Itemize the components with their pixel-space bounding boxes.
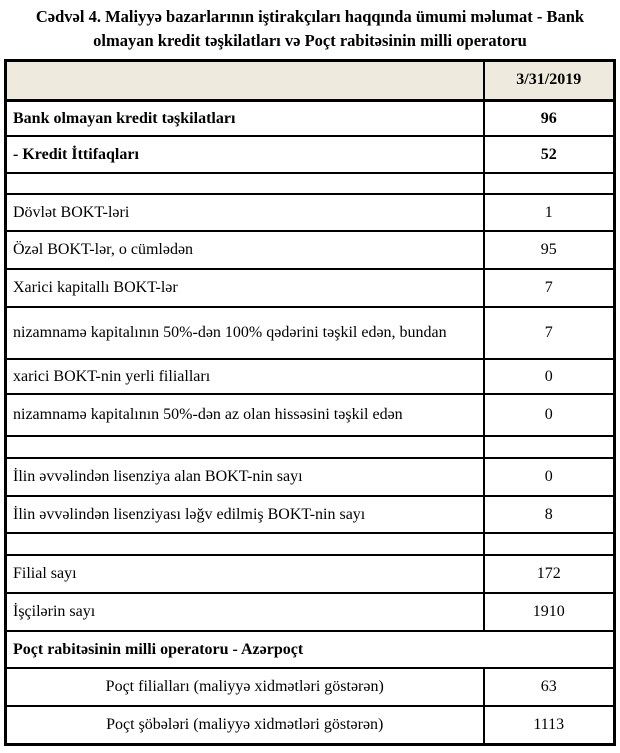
row-value — [482, 172, 616, 196]
row-label: - Kredit İttifaqları — [4, 135, 485, 175]
row-value: 0 — [482, 457, 616, 498]
table-row: İşçilərin sayı 1910 — [4, 592, 616, 633]
row-label — [4, 435, 485, 460]
row-label — [4, 532, 485, 557]
row-label: nizamnamə kapitalının 50%-dən az olan hi… — [4, 393, 485, 438]
empty-row — [4, 532, 616, 557]
section-row: Poçt rabitəsinin milli operatoru - Azərp… — [4, 630, 616, 670]
row-value: 1910 — [482, 592, 616, 633]
row-label: Poçt filialları (maliyyə xidmətləri göst… — [4, 667, 485, 708]
row-value: 7 — [482, 306, 616, 361]
row-label — [4, 172, 485, 196]
table-row: Poçt şöbələri (maliyyə xidmətləri göstər… — [4, 705, 616, 746]
row-value: 52 — [482, 135, 616, 175]
row-value — [482, 532, 616, 557]
table-row: Poçt filialları (maliyyə xidmətləri göst… — [4, 667, 616, 708]
row-label: Xarici kapitallı BOKT-lər — [4, 268, 485, 309]
table-row: Dövlət BOKT-ləri 1 — [4, 193, 616, 233]
row-value: 96 — [482, 99, 616, 138]
table-row: nizamnamə kapitalının 50%-dən 100% qədər… — [4, 306, 616, 361]
row-value: 8 — [482, 495, 616, 535]
row-value: 1113 — [482, 705, 616, 746]
row-value: 0 — [482, 393, 616, 438]
table-body: Bank olmayan kredit təşkilatları 96 - Kre… — [4, 99, 616, 746]
table-row: - Kredit İttifaqları 52 — [4, 135, 616, 175]
header-row: 3/31/2019 — [4, 59, 616, 102]
table-row: xarici BOKT-nin yerli filialları 0 — [4, 358, 616, 396]
table-row: Bank olmayan kredit təşkilatları 96 — [4, 99, 616, 138]
row-label: Filial sayı — [4, 554, 485, 595]
row-value: 95 — [482, 230, 616, 271]
row-value: 63 — [482, 667, 616, 708]
row-value: 7 — [482, 268, 616, 309]
row-value — [482, 435, 616, 460]
row-label: Bank olmayan kredit təşkilatları — [4, 99, 485, 138]
row-label: İşçilərin sayı — [4, 592, 485, 633]
row-value: 172 — [482, 554, 616, 595]
row-label: İlin əvvəlindən lisenziyası ləğv edilmiş… — [4, 495, 485, 535]
table-row: İlin əvvəlindən lisenziya alan BOKT-nin … — [4, 457, 616, 498]
table-row: Xarici kapitallı BOKT-lər 7 — [4, 268, 616, 309]
table-row: İlin əvvəlindən lisenziyası ləğv edilmiş… — [4, 495, 616, 535]
row-label: İlin əvvəlindən lisenziya alan BOKT-nin … — [4, 457, 485, 498]
header-date-cell: 3/31/2019 — [482, 59, 616, 102]
row-label: Poçt şöbələri (maliyyə xidmətləri göstər… — [4, 705, 485, 746]
row-label: Özəl BOKT-lər, o cümlədən — [4, 230, 485, 271]
row-label: Poçt rabitəsinin milli operatoru - Azərp… — [4, 630, 616, 670]
table-row: Filial sayı 172 — [4, 554, 616, 595]
table-title: Cədvəl 4. Maliyyə bazarlarının iştirakçı… — [35, 7, 585, 50]
participants-table: 3/31/2019 Bank olmayan kredit təşkilatla… — [4, 58, 616, 746]
row-label: Dövlət BOKT-ləri — [4, 193, 485, 233]
table-row: Özəl BOKT-lər, o cümlədən 95 — [4, 230, 616, 271]
table-row: nizamnamə kapitalının 50%-dən az olan hi… — [4, 393, 616, 438]
row-value: 0 — [482, 358, 616, 396]
row-label: xarici BOKT-nin yerli filialları — [4, 358, 485, 396]
empty-row — [4, 435, 616, 460]
empty-row — [4, 172, 616, 196]
header-empty-cell — [4, 59, 485, 102]
row-value: 1 — [482, 193, 616, 233]
row-label: nizamnamə kapitalının 50%-dən 100% qədər… — [4, 306, 485, 361]
